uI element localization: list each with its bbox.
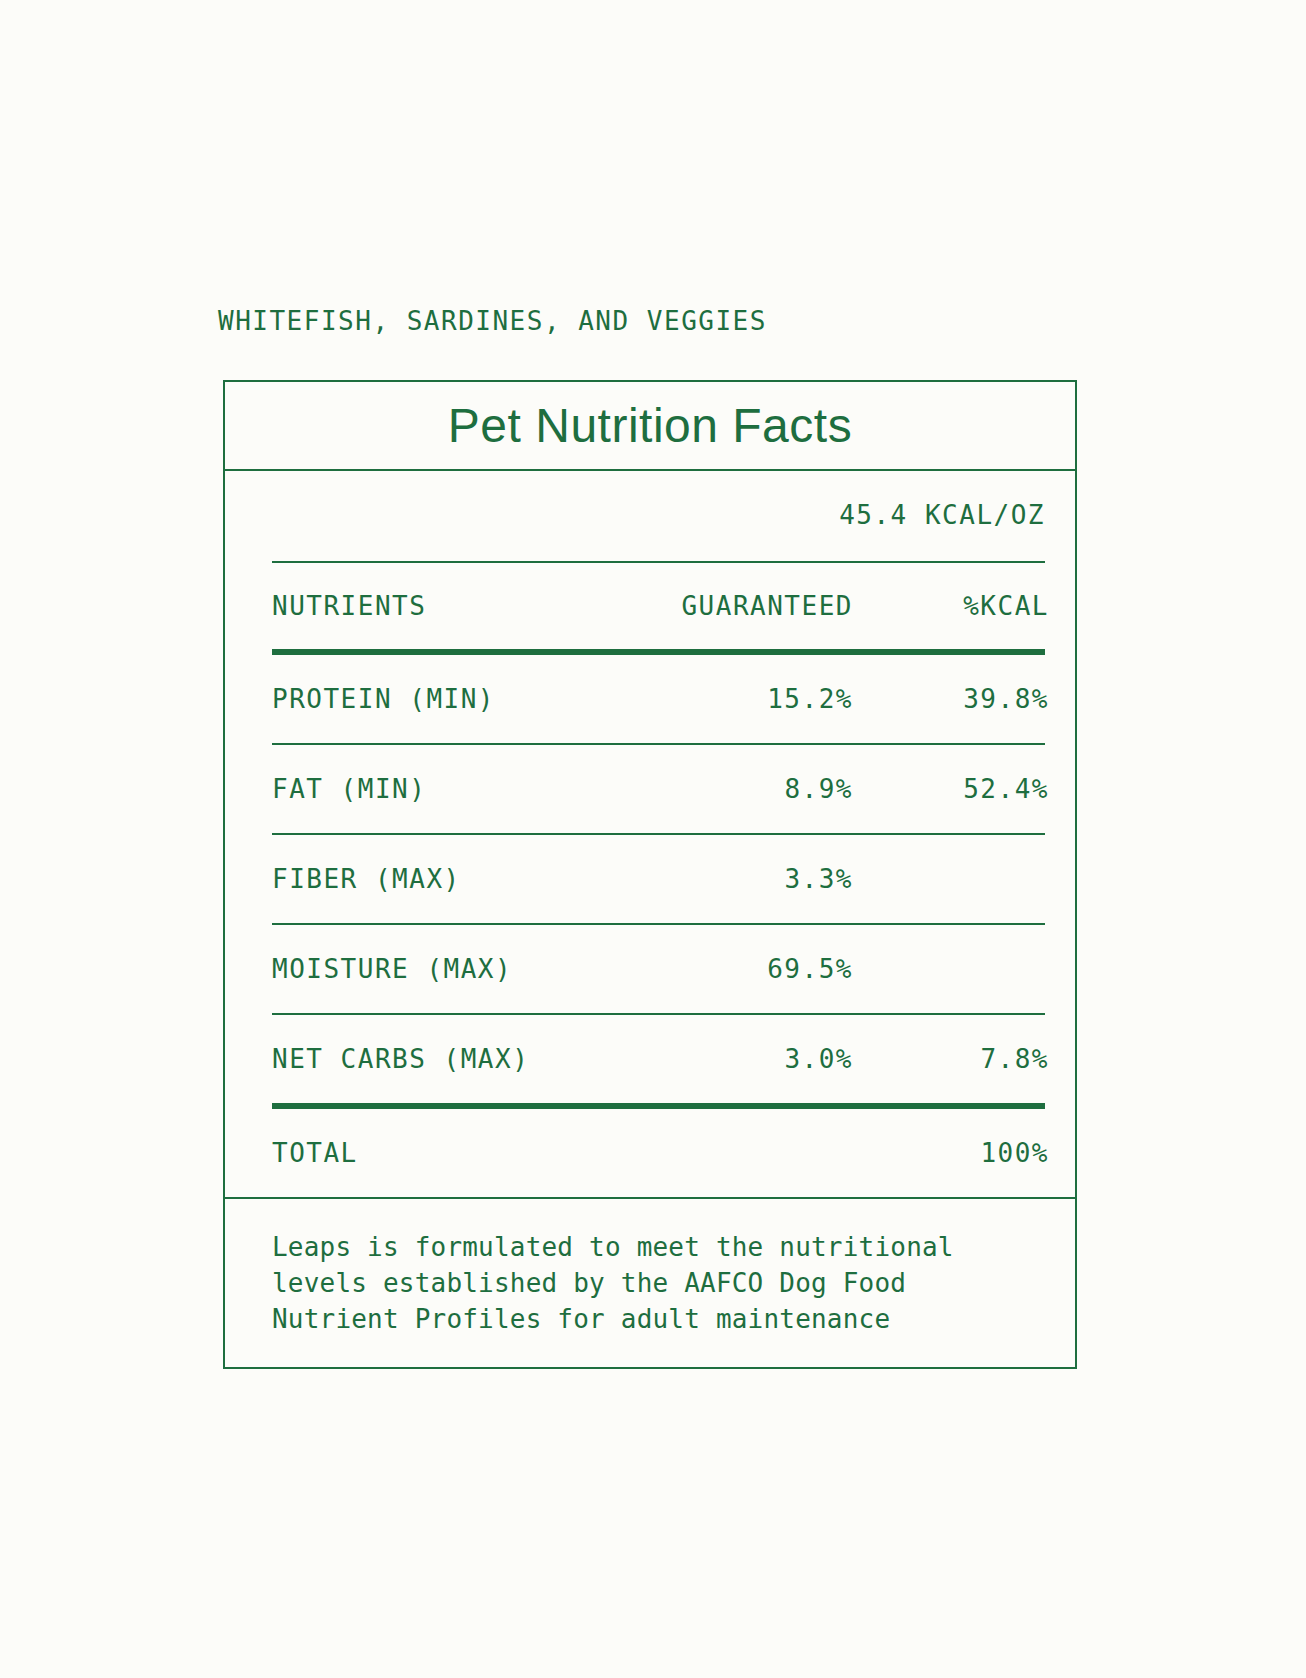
product-flavor-kicker: WHITEFISH, SARDINES, AND VEGGIES	[218, 304, 767, 338]
nutrient-name: PROTEIN (MIN)	[272, 683, 562, 715]
guaranteed-value: 3.3%	[562, 863, 853, 895]
pet-nutrition-facts-label: Pet Nutrition Facts 45.4 KCAL/OZ NUTRIEN…	[223, 380, 1077, 1369]
nutrient-name: FIBER (MAX)	[272, 863, 562, 895]
guaranteed-value: 15.2%	[562, 683, 853, 715]
table-header-row: NUTRIENTS GUARANTEED %KCAL	[272, 563, 1045, 649]
page: WHITEFISH, SARDINES, AND VEGGIES Pet Nut…	[0, 0, 1306, 1678]
kcal-value: 52.4%	[853, 773, 1049, 805]
column-header-kcal: %KCAL	[853, 590, 1049, 622]
nutrient-name: NET CARBS (MAX)	[272, 1043, 562, 1075]
table-row-fat: FAT (MIN) 8.9% 52.4%	[272, 743, 1045, 833]
guaranteed-value: 69.5%	[562, 953, 853, 985]
calories-per-oz-value: 45.4 KCAL/OZ	[272, 471, 1045, 533]
kcal-value	[853, 863, 1049, 895]
table-row-protein: PROTEIN (MIN) 15.2% 39.8%	[272, 655, 1045, 743]
table-row-total: TOTAL 100%	[272, 1109, 1045, 1197]
kcal-value	[853, 953, 1049, 985]
kcal-value: 7.8%	[853, 1043, 1049, 1075]
label-footer: Leaps is formulated to meet the nutritio…	[225, 1197, 1075, 1367]
label-content: 45.4 KCAL/OZ NUTRIENTS GUARANTEED %KCAL …	[225, 471, 1075, 1197]
total-value: 100%	[853, 1137, 1049, 1169]
nutrient-name: MOISTURE (MAX)	[272, 953, 562, 985]
table-row-fiber: FIBER (MAX) 3.3%	[272, 833, 1045, 923]
total-spacer	[562, 1137, 853, 1169]
guaranteed-value: 3.0%	[562, 1043, 853, 1075]
aafco-statement: Leaps is formulated to meet the nutritio…	[272, 1229, 962, 1337]
column-header-nutrients: NUTRIENTS	[272, 590, 562, 622]
column-header-guaranteed: GUARANTEED	[562, 590, 853, 622]
page-title: Pet Nutrition Facts	[225, 382, 1075, 471]
table-row-net-carbs: NET CARBS (MAX) 3.0% 7.8%	[272, 1013, 1045, 1103]
kcal-value: 39.8%	[853, 683, 1049, 715]
total-label: TOTAL	[272, 1137, 562, 1169]
nutrient-name: FAT (MIN)	[272, 773, 562, 805]
guaranteed-value: 8.9%	[562, 773, 853, 805]
table-row-moisture: MOISTURE (MAX) 69.5%	[272, 923, 1045, 1013]
